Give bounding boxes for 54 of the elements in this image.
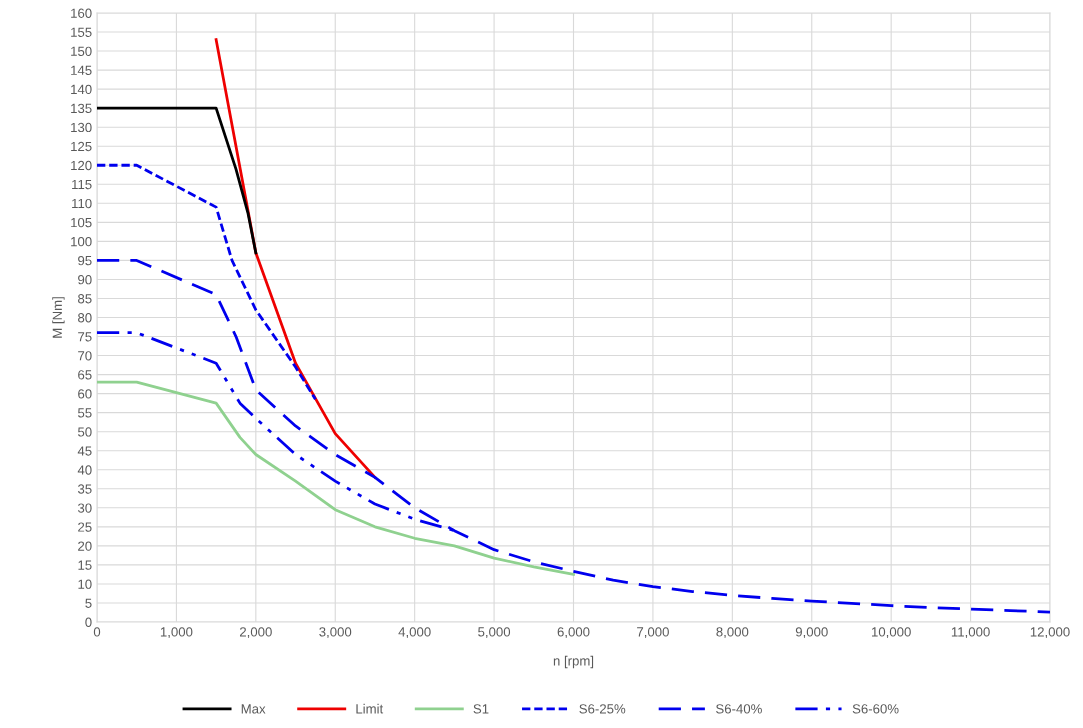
y-tick-label: 0 xyxy=(85,617,92,627)
x-tick-label: 2,000 xyxy=(239,627,272,639)
y-axis-title: M [Nm] xyxy=(52,297,65,338)
y-tick-label: 30 xyxy=(77,503,92,513)
y-tick-label: 100 xyxy=(71,236,92,247)
x-tick-label: 10,000 xyxy=(872,627,911,639)
y-tick-label: 90 xyxy=(78,275,92,285)
y-tick-label: 15 xyxy=(78,560,92,570)
y-tick-label: 50 xyxy=(77,427,92,437)
x-tick-label: 12,000 xyxy=(1030,627,1070,639)
y-tick-label: 60 xyxy=(78,389,92,399)
y-tick-label: 80 xyxy=(78,313,92,323)
y-tick-label: 10 xyxy=(78,579,92,589)
y-tick-label: 20 xyxy=(78,541,92,551)
y-tick-label: 155 xyxy=(71,27,92,37)
y-tick-label: 125 xyxy=(71,141,92,152)
legend-label: S6-25% xyxy=(579,704,626,714)
y-tick-label: 135 xyxy=(71,103,92,114)
x-tick-label: 9,000 xyxy=(795,627,828,639)
y-tick-label: 25 xyxy=(78,522,92,532)
legend-label: Limit xyxy=(356,703,384,714)
y-tick-label: 145 xyxy=(71,65,92,75)
y-tick-label: 75 xyxy=(78,332,92,342)
y-tick-label: 150 xyxy=(71,46,92,56)
y-tick-label: 110 xyxy=(72,198,92,209)
legend-label: Max xyxy=(241,704,266,714)
x-tick-label: 5,000 xyxy=(478,627,511,639)
y-tick-label: 45 xyxy=(77,446,92,456)
x-tick-label: 7,000 xyxy=(637,627,669,639)
x-tick-label: 1,000 xyxy=(160,627,193,639)
y-tick-label: 55 xyxy=(77,408,92,418)
y-tick-label: 85 xyxy=(78,294,92,304)
legend-label: S1 xyxy=(473,704,489,714)
legend-label: S6-40% xyxy=(716,704,762,714)
x-tick-label: 4,000 xyxy=(398,627,431,639)
y-tick-label: 115 xyxy=(72,179,92,190)
y-tick-label: 105 xyxy=(71,217,92,228)
x-axis-title: n [rpm] xyxy=(553,655,594,669)
y-tick-label: 160 xyxy=(71,8,92,18)
y-tick-label: 5 xyxy=(85,598,92,608)
y-tick-label: 130 xyxy=(71,122,92,133)
y-tick-label: 95 xyxy=(78,255,92,266)
x-tick-label: 6,000 xyxy=(557,627,590,639)
x-tick-label: 11,000 xyxy=(951,627,990,639)
y-tick-label: 120 xyxy=(71,160,92,171)
x-tick-label: 8,000 xyxy=(716,627,749,639)
y-tick-label: 140 xyxy=(71,84,92,95)
y-tick-label: 40 xyxy=(77,465,92,475)
y-tick-label: 65 xyxy=(78,370,92,380)
y-tick-label: 35 xyxy=(77,484,92,494)
y-tick-label: 70 xyxy=(78,351,92,361)
x-tick-label: 3,000 xyxy=(319,627,352,639)
legend-label: S6-60% xyxy=(852,704,899,714)
x-tick-label: 0 xyxy=(93,627,101,637)
